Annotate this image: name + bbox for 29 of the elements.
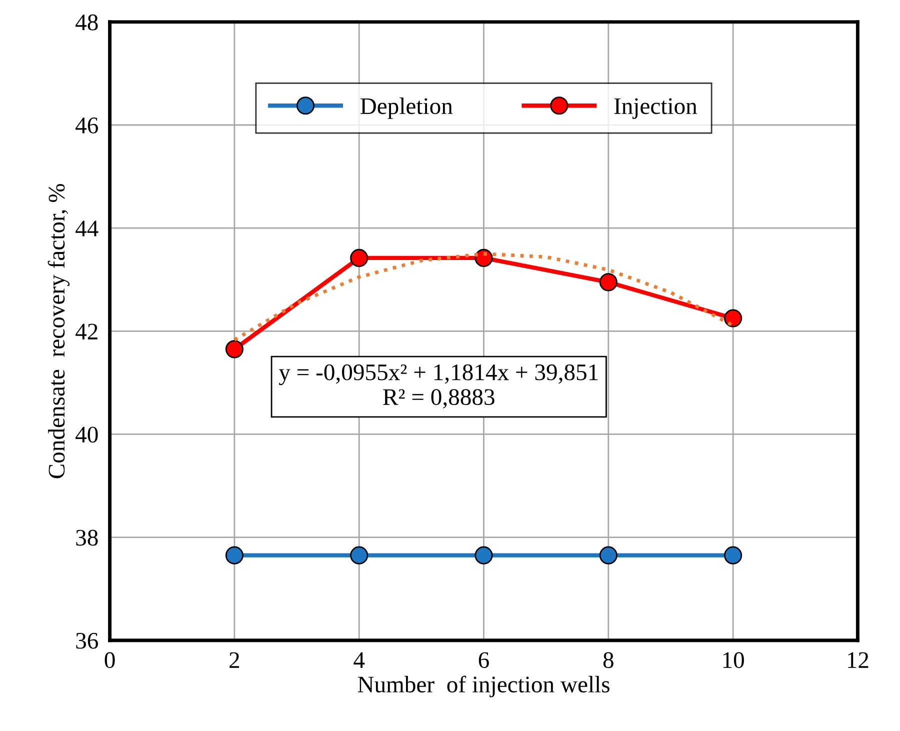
point bbox=[474, 546, 493, 564]
y-tick-label: 48 bbox=[76, 14, 98, 30]
point bbox=[350, 546, 368, 564]
legend-label: Injection bbox=[614, 98, 698, 119]
point bbox=[225, 546, 244, 564]
x-tick-label: 2 bbox=[230, 652, 240, 668]
x-tick-label: 10 bbox=[723, 652, 744, 668]
y-tick-label: 46 bbox=[76, 118, 98, 134]
y-tick-label: 44 bbox=[76, 220, 98, 236]
x-tick-label: 8 bbox=[603, 652, 614, 668]
point bbox=[350, 248, 368, 267]
y-tick-label: 38 bbox=[76, 530, 98, 546]
point bbox=[599, 273, 618, 292]
y-tick-label: 42 bbox=[76, 324, 98, 340]
point bbox=[225, 340, 244, 358]
y-tick-label: 40 bbox=[76, 426, 98, 443]
x-tick-label: 12 bbox=[848, 652, 868, 668]
legend-label: Depletion bbox=[360, 98, 453, 119]
x-tick-label: 6 bbox=[478, 652, 489, 668]
point bbox=[724, 546, 742, 564]
x-tick-label: 4 bbox=[354, 652, 365, 668]
point bbox=[599, 546, 618, 564]
y-tick-label: 36 bbox=[76, 632, 98, 649]
point bbox=[724, 309, 742, 328]
annotation: y = -0,0955x² + 1,1814x + 39,851 R² = 0,8883 bbox=[278, 364, 598, 408]
point bbox=[474, 248, 493, 267]
x-axis-title: Number of injection wells bbox=[358, 676, 610, 698]
x-tick-label: 0 bbox=[104, 652, 115, 668]
y-axis-title: Condensate recovery factor, % bbox=[48, 184, 70, 478]
